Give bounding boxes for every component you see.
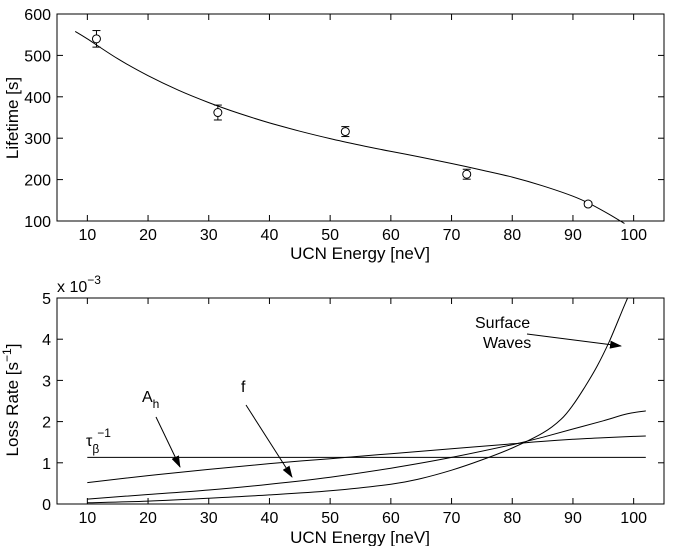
lifetime-ticks: 10 20 30 40 50 60 70 80 90 100 100 200 300 400 500 600 — [24, 7, 664, 244]
lifetime-points — [91, 30, 593, 209]
loss-rate-exponent-label: x 10−3 — [57, 273, 101, 296]
loss-rate-x-tick-label: 50 — [321, 510, 339, 527]
loss-rate-y-tick-label: 1 — [42, 456, 51, 473]
loss-rate-x-tick-label: 40 — [261, 510, 279, 527]
loss-rate-x-axis-label: UCN Energy [neV] — [290, 528, 430, 546]
lifetime-x-axis-label: UCN Energy [neV] — [290, 244, 430, 263]
lifetime-x-tick-label: 80 — [503, 227, 521, 244]
surface-waves-line — [87, 297, 629, 504]
loss-rate-ticks: 10 20 30 40 50 60 70 80 90 100 0 1 2 3 4 5 — [42, 291, 664, 527]
data-marker — [213, 108, 223, 118]
surface-waves-label-1: Surface — [475, 315, 530, 332]
data-marker — [91, 34, 101, 44]
loss-rate-chart: 10 20 30 40 50 60 70 80 90 100 0 1 2 3 4 5 x 10−3 UCN E… — [0, 273, 665, 546]
f-annotation: f — [241, 379, 293, 478]
lifetime-x-tick-label: 30 — [200, 227, 218, 244]
y-label-close: ] — [3, 344, 22, 349]
loss-rate-y-tick-label: 4 — [42, 332, 51, 349]
data-point — [462, 168, 472, 180]
tau-beta-label: τβ −1 — [86, 426, 111, 456]
data-marker — [583, 199, 593, 209]
loss-rate-x-tick-label: 80 — [503, 510, 521, 527]
lifetime-x-tick-label: 20 — [139, 227, 157, 244]
lifetime-x-tick-label: 60 — [382, 227, 400, 244]
loss-rate-y-tick-label: 2 — [42, 415, 51, 432]
f-line — [87, 410, 646, 500]
data-point — [213, 104, 223, 121]
loss-rate-x-tick-label: 100 — [620, 510, 647, 527]
loss-rate-y-axis-label: Loss Rate [s−1] — [0, 344, 22, 457]
loss-rate-y-tick-label: 0 — [42, 497, 51, 514]
loss-rate-y-tick-label: 3 — [42, 373, 51, 390]
lifetime-fit-curve — [74, 30, 625, 224]
lifetime-x-tick-label: 10 — [78, 227, 96, 244]
a-h-line — [87, 435, 646, 484]
loss-rate-plot-frame — [56, 297, 665, 505]
loss-rate-x-tick-label: 60 — [382, 510, 400, 527]
tau-sub: β — [92, 442, 99, 456]
lifetime-y-axis-label: Lifetime [s] — [3, 77, 22, 159]
a-h-main: A — [142, 389, 153, 406]
loss-rate-x-tick-label: 90 — [564, 510, 582, 527]
a-h-annotation: Ah — [142, 389, 181, 468]
loss-rate-x-tick-label: 70 — [443, 510, 461, 527]
tau-main: τ — [86, 433, 93, 450]
surface-waves-label-2: Waves — [483, 335, 531, 352]
lifetime-y-tick-label: 300 — [24, 131, 51, 148]
y-label-main: Loss Rate [s — [3, 362, 22, 457]
loss-rate-x-tick-label: 10 — [78, 510, 96, 527]
a-h-label: Ah — [142, 389, 159, 411]
lifetime-x-tick-label: 90 — [564, 227, 582, 244]
loss-rate-x-tick-label: 20 — [139, 510, 157, 527]
lifetime-y-tick-label: 100 — [24, 214, 51, 231]
tau-sup: −1 — [97, 426, 111, 440]
surface-waves-arrow — [526, 333, 622, 349]
lifetime-x-tick-label: 50 — [321, 227, 339, 244]
f-arrow — [245, 404, 293, 478]
y-label-power: −1 — [0, 348, 14, 362]
loss-rate-x-tick-label: 30 — [200, 510, 218, 527]
exponent-power: −3 — [87, 273, 101, 287]
lifetime-y-tick-label: 400 — [24, 90, 51, 107]
surface-waves-annotation: Surface Waves — [475, 315, 622, 352]
data-point — [91, 30, 101, 48]
lifetime-x-tick-label: 100 — [620, 227, 647, 244]
lifetime-x-tick-label: 40 — [261, 227, 279, 244]
exponent-base: x 10 — [57, 279, 87, 296]
tau-beta-annotation: τβ −1 — [86, 426, 111, 456]
f-label: f — [241, 379, 246, 396]
lifetime-y-tick-label: 200 — [24, 173, 51, 190]
data-point — [340, 126, 350, 138]
lifetime-y-tick-label: 600 — [24, 7, 51, 24]
data-marker — [340, 127, 350, 137]
lifetime-x-tick-label: 70 — [443, 227, 461, 244]
lifetime-fit — [74, 30, 625, 224]
lifetime-y-tick-label: 500 — [24, 48, 51, 65]
loss-rate-y-tick-label: 5 — [42, 291, 51, 308]
loss-rate-series — [87, 297, 646, 504]
data-point — [583, 199, 593, 209]
a-h-sub: h — [153, 397, 160, 411]
data-marker — [462, 169, 472, 179]
lifetime-plot-frame — [56, 13, 665, 222]
lifetime-chart: 10 20 30 40 50 60 70 80 90 100100200300400500600 … — [3, 7, 665, 263]
a-h-arrow — [155, 416, 181, 468]
